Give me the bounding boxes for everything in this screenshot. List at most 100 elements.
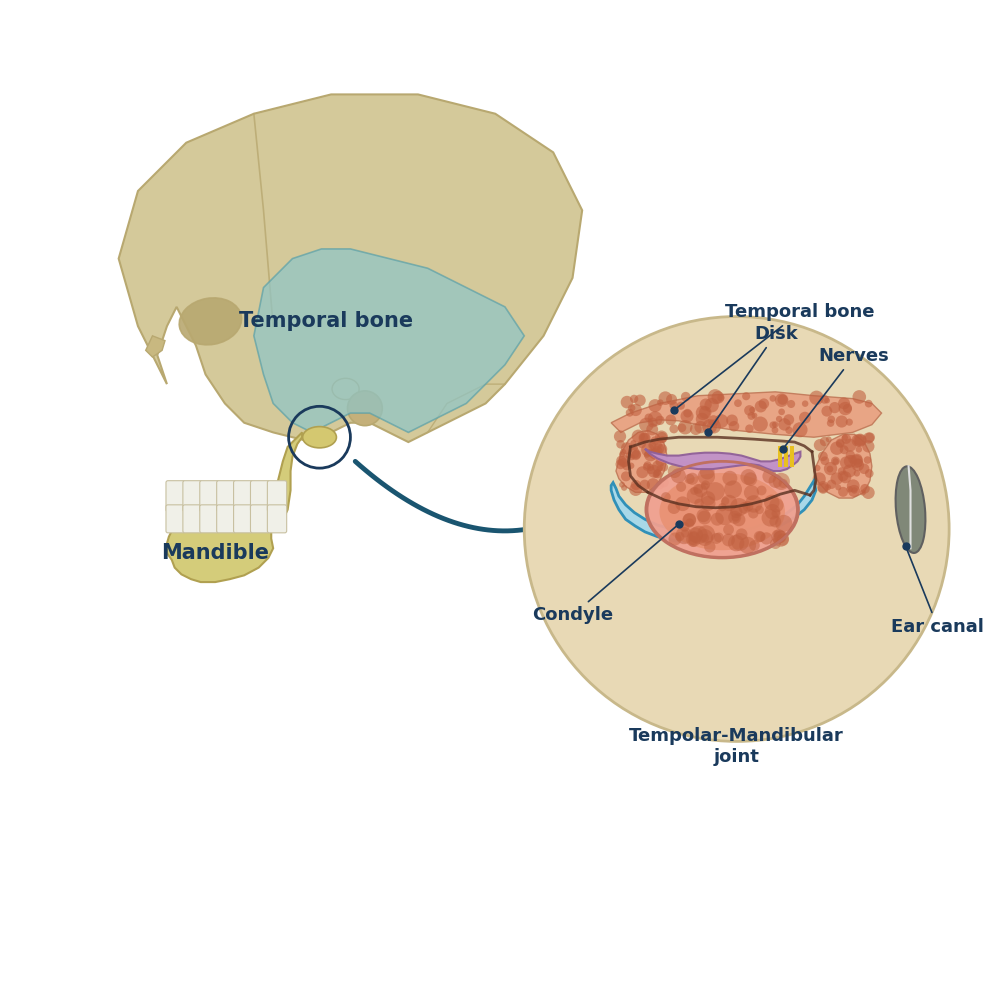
Circle shape [728, 511, 741, 524]
Ellipse shape [332, 378, 359, 400]
Circle shape [843, 464, 856, 477]
Circle shape [825, 484, 831, 490]
Circle shape [841, 434, 851, 444]
Circle shape [799, 412, 811, 424]
Circle shape [701, 534, 709, 542]
Circle shape [853, 434, 867, 447]
Circle shape [697, 525, 715, 543]
Circle shape [739, 537, 756, 554]
Circle shape [685, 474, 695, 484]
Polygon shape [616, 430, 667, 492]
Circle shape [704, 541, 716, 552]
Circle shape [639, 433, 648, 442]
Circle shape [630, 440, 636, 446]
Circle shape [731, 513, 740, 522]
Circle shape [863, 432, 874, 444]
Circle shape [836, 439, 845, 448]
Circle shape [820, 395, 829, 404]
Circle shape [621, 396, 633, 408]
Circle shape [616, 456, 626, 466]
Circle shape [852, 434, 864, 447]
Circle shape [827, 466, 833, 472]
Circle shape [827, 480, 836, 489]
Circle shape [702, 419, 717, 434]
Circle shape [755, 400, 767, 412]
Circle shape [668, 464, 681, 478]
Circle shape [693, 484, 703, 494]
Circle shape [694, 484, 707, 497]
Circle shape [632, 445, 638, 451]
Circle shape [652, 461, 664, 472]
Circle shape [847, 479, 860, 492]
FancyBboxPatch shape [200, 481, 219, 512]
Circle shape [701, 491, 715, 506]
Circle shape [619, 482, 625, 488]
Circle shape [730, 498, 748, 516]
Circle shape [724, 480, 742, 498]
Circle shape [688, 536, 698, 545]
Text: Nerves: Nerves [785, 347, 890, 447]
Circle shape [755, 532, 766, 542]
Circle shape [764, 495, 780, 510]
Circle shape [775, 515, 792, 532]
Circle shape [732, 513, 745, 526]
Circle shape [655, 430, 668, 443]
Circle shape [736, 528, 747, 540]
Circle shape [700, 398, 712, 411]
Circle shape [721, 497, 729, 505]
Circle shape [686, 473, 698, 485]
FancyBboxPatch shape [183, 505, 202, 533]
Circle shape [675, 496, 690, 511]
FancyBboxPatch shape [234, 505, 253, 533]
Ellipse shape [179, 298, 242, 345]
Circle shape [524, 317, 949, 741]
Circle shape [681, 529, 689, 538]
Circle shape [700, 465, 715, 479]
Circle shape [685, 518, 694, 528]
Polygon shape [611, 392, 882, 437]
Circle shape [721, 495, 737, 511]
Circle shape [657, 444, 667, 454]
Circle shape [622, 462, 631, 470]
Circle shape [860, 490, 866, 496]
Circle shape [636, 466, 648, 478]
Circle shape [744, 472, 757, 486]
Ellipse shape [896, 466, 925, 553]
Polygon shape [778, 446, 782, 467]
Circle shape [616, 459, 625, 469]
Circle shape [850, 455, 863, 468]
Circle shape [619, 458, 628, 468]
Circle shape [700, 496, 716, 511]
Circle shape [769, 474, 782, 488]
Circle shape [698, 511, 711, 524]
FancyBboxPatch shape [234, 481, 253, 512]
Circle shape [659, 463, 668, 472]
Circle shape [630, 395, 638, 403]
Circle shape [683, 409, 692, 418]
Circle shape [648, 465, 661, 478]
Circle shape [770, 395, 776, 402]
Circle shape [734, 399, 742, 407]
Circle shape [696, 529, 713, 546]
Circle shape [792, 422, 808, 437]
Circle shape [687, 487, 703, 504]
Circle shape [621, 485, 627, 491]
Circle shape [772, 427, 778, 434]
Circle shape [778, 409, 785, 415]
Circle shape [632, 430, 645, 443]
Circle shape [826, 436, 832, 442]
Circle shape [749, 540, 760, 551]
Circle shape [726, 414, 738, 426]
FancyBboxPatch shape [267, 481, 287, 512]
Circle shape [629, 483, 642, 496]
Circle shape [614, 430, 626, 443]
Circle shape [694, 499, 704, 508]
Circle shape [669, 401, 678, 410]
Circle shape [659, 391, 672, 405]
Polygon shape [167, 432, 302, 582]
Circle shape [831, 457, 840, 465]
Circle shape [701, 480, 710, 489]
Circle shape [830, 441, 844, 455]
Circle shape [675, 527, 693, 544]
Circle shape [855, 434, 866, 446]
